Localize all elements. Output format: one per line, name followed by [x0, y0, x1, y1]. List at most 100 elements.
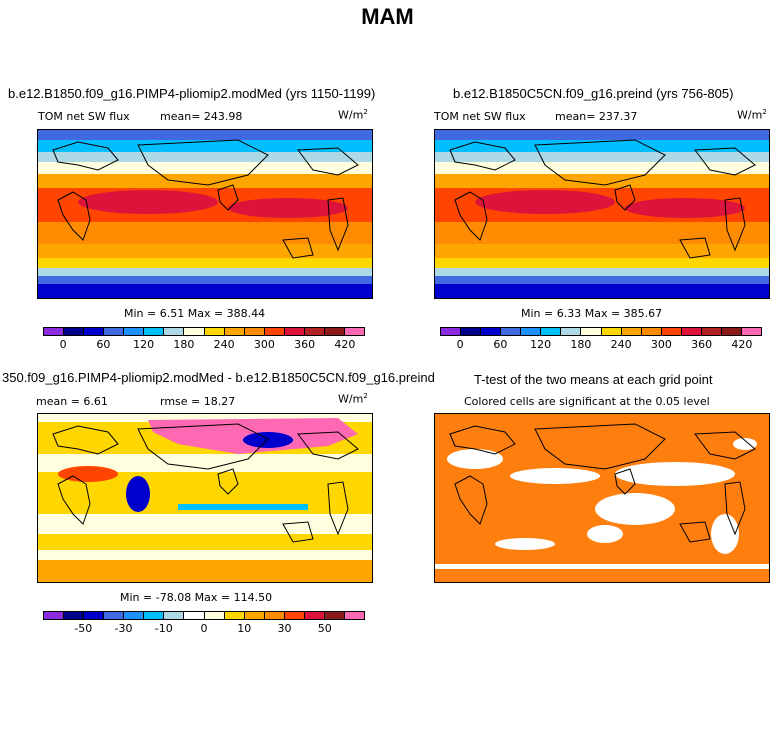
colorbar-tick-label: 300: [253, 338, 275, 351]
colorbar-swatch: [104, 612, 125, 619]
panel1-mean: mean= 243.98: [160, 110, 243, 123]
colorbar-tick-label: -10: [154, 622, 173, 635]
colorbar-swatch: [204, 328, 225, 335]
panel2-minmax: Min = 6.33 Max = 385.67: [521, 307, 663, 320]
colorbar-swatch: [481, 328, 502, 335]
panel3-colorbar-ticks: -50 -30 -10 0 10 30 50: [43, 622, 365, 636]
colorbar-swatch: [64, 328, 85, 335]
panel2-subtitle: TOM net SW flux: [434, 110, 526, 123]
colorbar-tick-label: 0: [200, 622, 208, 635]
colorbar-swatch: [244, 612, 265, 619]
panel3-units: W/m2: [338, 392, 368, 406]
colorbar-tick-label: 10: [237, 622, 252, 635]
colorbar-tick-label: 60: [96, 338, 111, 351]
panel3-map: [37, 413, 373, 583]
colorbar-swatch: [144, 328, 165, 335]
colorbar-swatch: [601, 328, 622, 335]
colorbar-tick-label: 300: [650, 338, 672, 351]
colorbar-swatch: [701, 328, 722, 335]
colorbar-swatch: [741, 328, 761, 335]
colorbar-tick-label: 0: [59, 338, 67, 351]
colorbar-swatch: [104, 328, 125, 335]
colorbar-swatch: [441, 328, 462, 335]
colorbar-tick-label: 360: [294, 338, 316, 351]
colorbar-swatch: [164, 612, 185, 619]
colorbar-tick-label: -30: [114, 622, 133, 635]
panel1-map: [37, 129, 373, 299]
colorbar-swatch: [204, 612, 225, 619]
panel2-map: [434, 129, 770, 299]
colorbar-tick-label: 120: [530, 338, 552, 351]
colorbar-swatch: [144, 612, 165, 619]
colorbar-tick-label: 360: [691, 338, 713, 351]
colorbar-swatch: [64, 612, 85, 619]
colorbar-swatch: [681, 328, 702, 335]
colorbar-tick-label: 120: [133, 338, 155, 351]
colorbar-tick-label: 180: [173, 338, 195, 351]
colorbar-tick-label: 50: [317, 622, 332, 635]
colorbar-swatch: [84, 328, 105, 335]
panel1-units: W/m2: [338, 108, 368, 122]
colorbar-swatch: [581, 328, 602, 335]
colorbar-tick-label: 180: [570, 338, 592, 351]
panel4-title: T-test of the two means at each grid poi…: [474, 372, 713, 387]
panel1-title: b.e12.B1850.f09_g16.PIMP4-pliomip2.modMe…: [8, 86, 376, 101]
main-title: MAM: [361, 4, 414, 29]
panel3-colorbar: [43, 611, 365, 620]
colorbar-tick-label: 30: [277, 622, 292, 635]
colorbar-swatch: [324, 612, 345, 619]
panel1-colorbar: [43, 327, 365, 336]
colorbar-tick-label: 420: [334, 338, 356, 351]
colorbar-swatch: [84, 612, 105, 619]
colorbar-swatch: [501, 328, 522, 335]
colorbar-swatch: [244, 328, 265, 335]
colorbar-swatch: [44, 328, 65, 335]
panel4-map: [434, 413, 770, 583]
colorbar-swatch: [124, 328, 145, 335]
colorbar-swatch: [461, 328, 482, 335]
colorbar-tick-label: 0: [456, 338, 464, 351]
colorbar-swatch: [44, 612, 65, 619]
panel3-title: 350.f09_g16.PIMP4-pliomip2.modMed - b.e1…: [2, 370, 435, 385]
colorbar-swatch: [561, 328, 582, 335]
colorbar-swatch: [164, 328, 185, 335]
colorbar-swatch: [661, 328, 682, 335]
colorbar-swatch: [124, 612, 145, 619]
panel1-minmax: Min = 6.51 Max = 388.44: [124, 307, 266, 320]
panel3-rmse: rmse = 18.27: [160, 395, 236, 408]
colorbar-swatch: [224, 612, 245, 619]
colorbar-tick-label: -50: [74, 622, 93, 635]
colorbar-swatch: [324, 328, 345, 335]
panel2-colorbar-ticks: 0 60 120 180 240 300 360 420: [440, 338, 762, 352]
panel1-subtitle: TOM net SW flux: [38, 110, 130, 123]
panel2-title: b.e12.B1850C5CN.f09_g16.preind (yrs 756-…: [453, 86, 734, 101]
panel3-minmax: Min = -78.08 Max = 114.50: [120, 591, 273, 604]
colorbar-tick-label: 240: [610, 338, 632, 351]
colorbar-swatch: [264, 612, 285, 619]
significance-field: [435, 414, 769, 582]
panel3-mean: mean = 6.61: [36, 395, 108, 408]
colorbar-swatch: [264, 328, 285, 335]
colorbar-swatch: [641, 328, 662, 335]
colorbar-swatch: [284, 612, 305, 619]
colorbar-swatch: [721, 328, 742, 335]
colorbar-swatch: [521, 328, 542, 335]
panel4-subtitle: Colored cells are significant at the 0.0…: [464, 395, 710, 408]
colorbar-swatch: [224, 328, 245, 335]
colorbar-tick-label: 240: [213, 338, 235, 351]
colorbar-swatch: [304, 612, 325, 619]
colorbar-swatch: [541, 328, 562, 335]
colorbar-swatch: [344, 328, 364, 335]
colorbar-tick-label: 420: [731, 338, 753, 351]
colorbar-swatch: [621, 328, 642, 335]
colorbar-swatch: [184, 328, 205, 335]
panel2-mean: mean= 237.37: [555, 110, 638, 123]
colorbar-tick-label: 60: [493, 338, 508, 351]
colorbar-swatch: [304, 328, 325, 335]
panel2-units: W/m2: [737, 108, 767, 122]
panel1-colorbar-ticks: 0 60 120 180 240 300 360 420: [43, 338, 365, 352]
colorbar-swatch: [344, 612, 364, 619]
panel2-colorbar: [440, 327, 762, 336]
colorbar-swatch: [284, 328, 305, 335]
colorbar-swatch: [184, 612, 205, 619]
